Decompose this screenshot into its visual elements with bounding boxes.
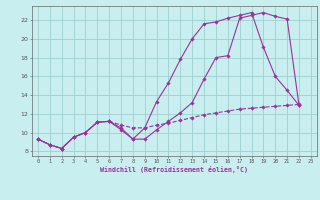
X-axis label: Windchill (Refroidissement éolien,°C): Windchill (Refroidissement éolien,°C) [100, 166, 248, 173]
